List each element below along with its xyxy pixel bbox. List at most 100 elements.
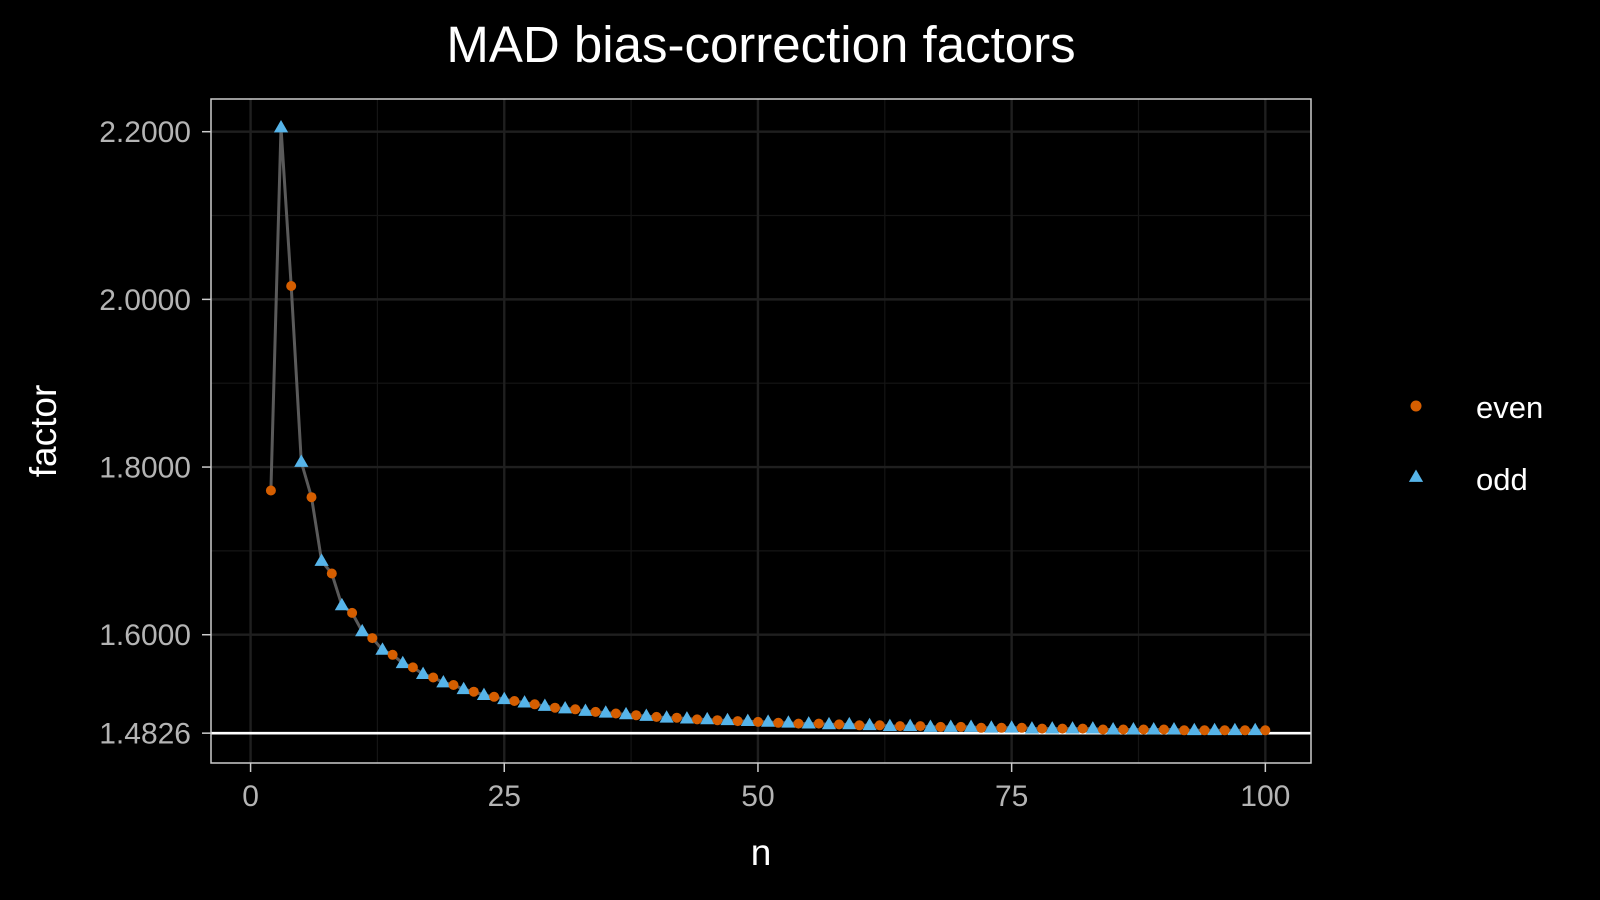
point-even [367, 633, 378, 644]
point-even [712, 715, 723, 726]
point-even [895, 721, 905, 732]
point-even [996, 722, 1007, 733]
legend: even odd [1408, 390, 1543, 497]
point-odd [1227, 722, 1243, 736]
point-odd [984, 720, 999, 733]
point-odd [334, 597, 350, 611]
point-even [1098, 724, 1108, 735]
point-odd [456, 681, 471, 695]
point-even [631, 710, 642, 721]
point-odd [923, 719, 938, 732]
y-tick-label: 1.6000 [99, 619, 191, 652]
point-odd [1248, 722, 1263, 736]
point-odd [598, 705, 613, 718]
point-odd [781, 715, 796, 728]
point-odd [1105, 721, 1121, 735]
plot-panel [210, 98, 1312, 764]
point-odd [558, 701, 573, 714]
point-odd [517, 695, 532, 708]
point-even [1138, 724, 1149, 735]
point-even [1240, 725, 1250, 736]
point-even [468, 686, 479, 697]
legend-odd-key [1408, 469, 1424, 482]
point-odd [537, 698, 552, 711]
point-even [1219, 725, 1230, 736]
point-even [265, 485, 276, 496]
point-even [509, 696, 520, 706]
point-odd [314, 553, 329, 566]
point-even [1118, 724, 1129, 735]
point-even [1158, 724, 1169, 735]
chart-title: MAD bias-correction factors [446, 16, 1075, 73]
y-tick-label: 2.0000 [99, 284, 191, 317]
point-odd [476, 687, 492, 700]
point-even [1037, 723, 1048, 734]
point-odd [355, 623, 370, 637]
point-odd [273, 120, 289, 133]
point-odd [497, 691, 512, 705]
point-even [1199, 725, 1210, 736]
point-even [570, 704, 581, 715]
point-even [326, 568, 337, 579]
point-odd [1024, 721, 1040, 734]
point-even [1057, 723, 1068, 734]
point-even [550, 702, 560, 713]
point-odd [659, 710, 674, 723]
point-even [976, 722, 987, 733]
point-even [955, 721, 966, 732]
x-tick-label: 0 [242, 780, 259, 813]
point-even [935, 721, 946, 732]
point-odd [375, 642, 390, 655]
point-odd [1065, 721, 1080, 734]
point-even [671, 712, 682, 723]
point-even [448, 680, 459, 690]
y-tick-label: 1.4826 [99, 718, 191, 751]
point-even [651, 711, 662, 722]
y-axis-title: factor [23, 385, 64, 478]
point-odd [436, 675, 451, 688]
point-odd [882, 718, 897, 731]
point-even [874, 720, 885, 731]
y-axis: 1.4826 1.6000 1.8000 2.0000 2.2000 [99, 116, 211, 751]
point-even [732, 716, 743, 727]
point-even [306, 492, 317, 503]
point-odd [639, 708, 654, 721]
point-even [428, 672, 439, 683]
point-odd [1085, 721, 1100, 734]
point-odd [1126, 721, 1141, 735]
point-odd [720, 712, 735, 726]
point-even [813, 718, 824, 729]
point-odd [963, 719, 979, 732]
point-even [387, 649, 398, 660]
x-tick-label: 100 [1240, 780, 1290, 813]
point-odd [842, 716, 857, 730]
point-even [590, 706, 601, 717]
point-odd [1004, 720, 1019, 733]
y-tick-label: 1.8000 [99, 452, 191, 485]
point-even [793, 718, 804, 729]
minor-gridlines [211, 99, 1311, 763]
point-odd [700, 711, 715, 725]
point-even [834, 719, 845, 730]
point-even [1179, 725, 1190, 736]
point-even [692, 714, 703, 725]
y-tick-label: 2.2000 [99, 116, 191, 149]
point-even [1077, 723, 1088, 734]
point-odd [801, 716, 816, 729]
point-odd [1207, 722, 1222, 736]
point-odd [1187, 722, 1202, 736]
point-even [1260, 725, 1271, 736]
point-even [854, 720, 865, 731]
point-even [1016, 722, 1027, 733]
point-even [489, 691, 500, 702]
point-even [915, 721, 926, 732]
point-odd [578, 703, 593, 716]
x-axis: 0 25 50 75 100 [242, 763, 1290, 813]
legend-even-key [1410, 400, 1422, 412]
point-even [286, 281, 297, 291]
point-odd [1146, 721, 1161, 735]
point-even [407, 662, 418, 673]
legend-even-label: even [1476, 390, 1543, 425]
point-odd [294, 454, 309, 467]
x-tick-label: 75 [995, 780, 1028, 813]
